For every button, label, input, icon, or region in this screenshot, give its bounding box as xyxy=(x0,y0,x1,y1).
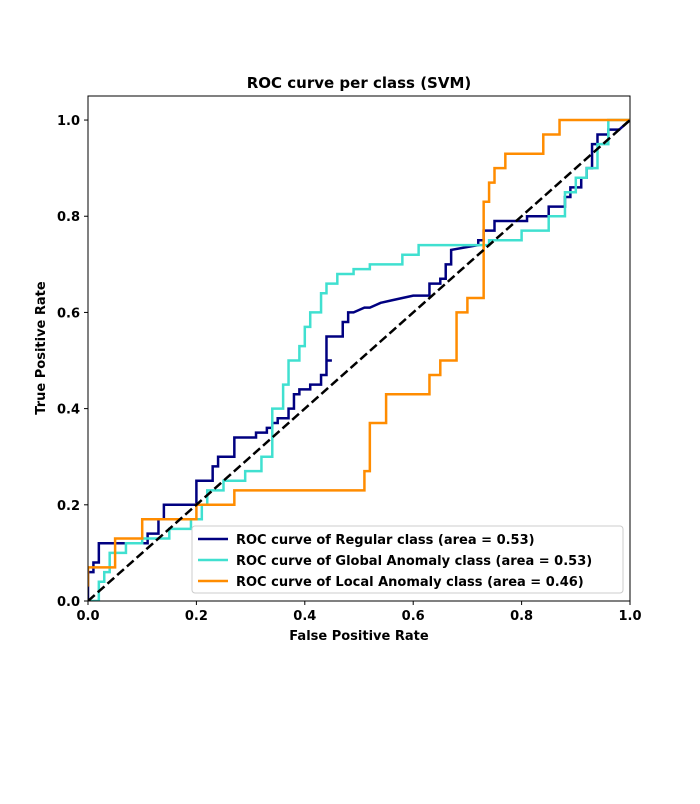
legend: ROC curve of Regular class (area = 0.53)… xyxy=(191,525,624,594)
x-tick-label: 0.4 xyxy=(293,609,316,624)
plot-frame xyxy=(87,95,631,602)
x-axis-label: False Positive Rate xyxy=(289,629,429,644)
y-tick-label: 1.0 xyxy=(57,114,80,129)
chance-diagonal-line xyxy=(88,119,630,601)
legend-entry: ROC curve of Regular class (area = 0.53) xyxy=(236,533,535,548)
series-line-0 xyxy=(88,119,630,601)
chart-title: ROC curve per class (SVM) xyxy=(247,74,472,92)
x-tick-label: 1.0 xyxy=(618,609,641,624)
legend-entry: ROC curve of Local Anomaly class (area =… xyxy=(236,575,584,590)
y-axis-label: True Positive Rate xyxy=(34,281,49,415)
plot-area: 0.0 0.2 0.4 0.6 0.8 1.0 0.0 0.2 0.4 0.6 0.8 1.0 xyxy=(57,95,642,624)
y-tick-label: 0.2 xyxy=(57,499,80,514)
series-line-2 xyxy=(88,118,630,587)
y-tick-label: 0.8 xyxy=(57,210,80,225)
x-tick-label: 0.2 xyxy=(185,609,208,624)
y-tick-label: 0.0 xyxy=(57,595,80,610)
legend-box xyxy=(191,525,624,594)
y-tick-label: 0.6 xyxy=(57,306,80,321)
x-tick-label: 0.6 xyxy=(402,609,425,624)
x-tick-label: 0.8 xyxy=(510,609,533,624)
legend-entry: ROC curve of Global Anomaly class (area … xyxy=(236,554,592,569)
series-line-1 xyxy=(88,118,630,601)
y-tick-label: 0.4 xyxy=(57,403,80,418)
series-group xyxy=(88,118,630,601)
x-tick-label: 0.0 xyxy=(76,609,99,624)
